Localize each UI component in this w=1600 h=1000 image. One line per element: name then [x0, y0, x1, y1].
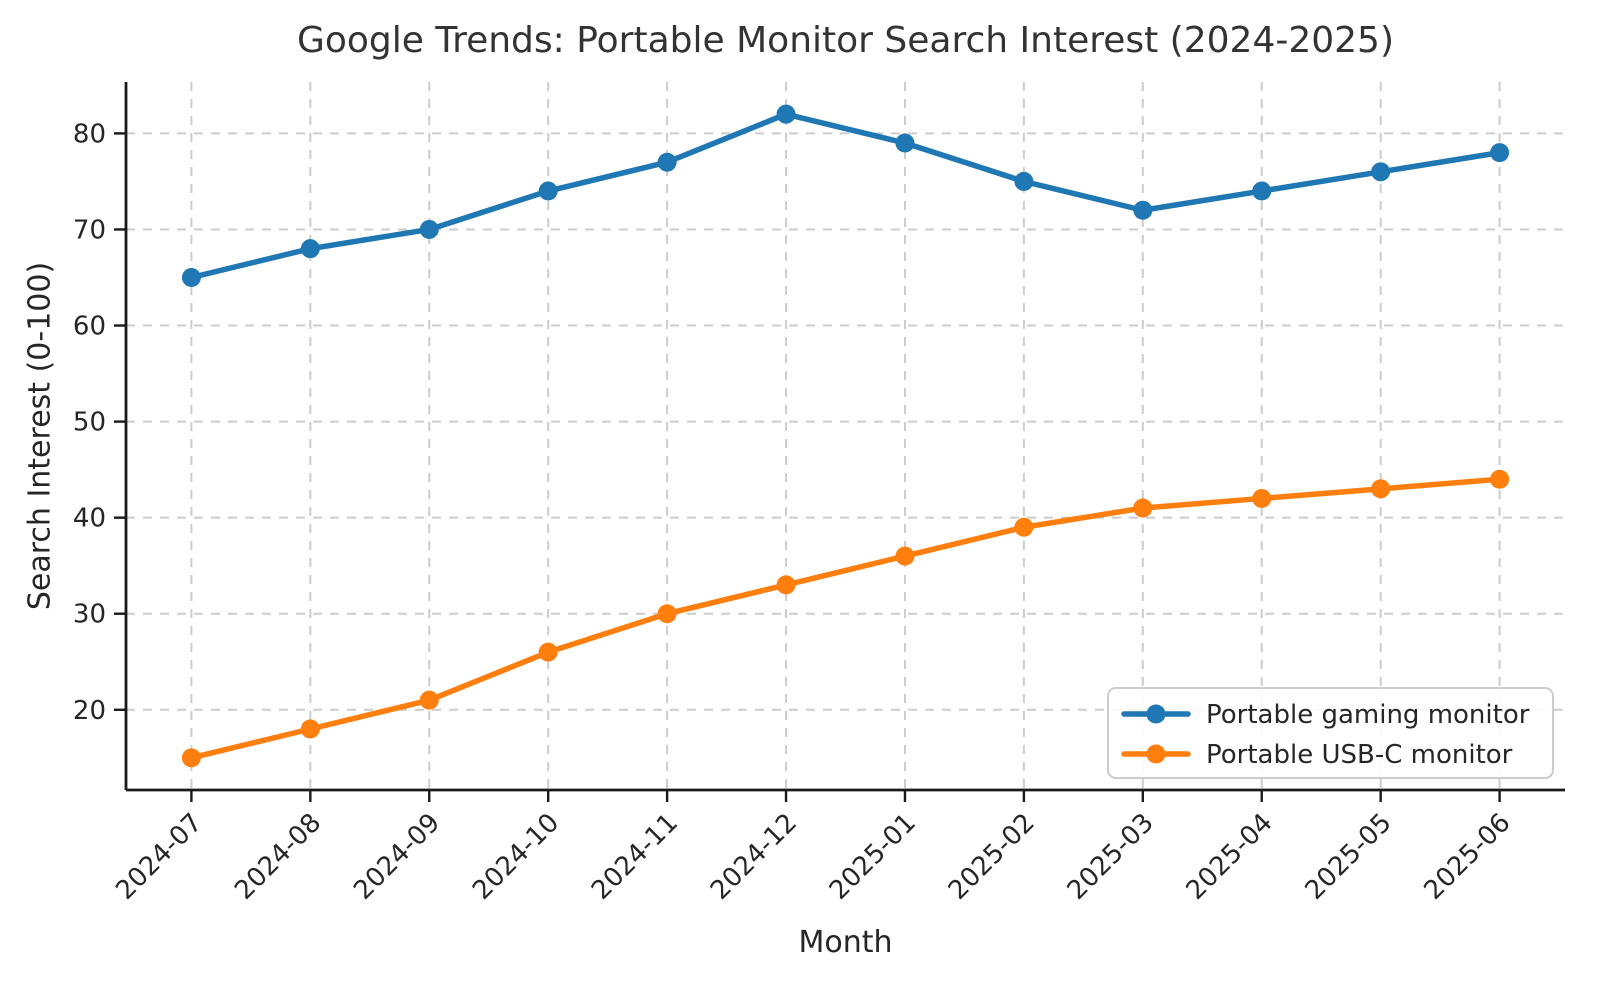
data-point-portable-usb-c-monitor-2024-09	[419, 690, 439, 710]
data-point-portable-usb-c-monitor-2025-04	[1252, 488, 1272, 508]
data-point-portable-usb-c-monitor-2025-03	[1133, 498, 1153, 518]
data-point-portable-gaming-monitor-2025-02	[1014, 171, 1034, 191]
legend	[1107, 687, 1554, 779]
y-tick-label-20: 20	[73, 696, 106, 726]
x-tick-label-2024-07: 2024-07	[110, 808, 208, 906]
x-tick-label-2025-04: 2025-04	[1181, 808, 1279, 906]
data-point-portable-usb-c-monitor-2025-06	[1490, 469, 1510, 489]
data-point-portable-gaming-monitor-2025-04	[1252, 181, 1272, 201]
x-tick-label-2025-01: 2025-01	[824, 808, 922, 906]
y-axis-label: Search Interest (0-100)	[22, 261, 58, 611]
data-point-portable-gaming-monitor-2025-03	[1133, 200, 1153, 220]
data-point-portable-gaming-monitor-2024-12	[776, 104, 796, 124]
data-point-portable-gaming-monitor-2025-05	[1371, 162, 1391, 182]
data-point-portable-gaming-monitor-2024-10	[538, 181, 558, 201]
x-tick-label-2024-10: 2024-10	[467, 808, 565, 906]
data-point-portable-usb-c-monitor-2025-02	[1014, 517, 1034, 537]
x-tick-label-2024-08: 2024-08	[229, 808, 327, 906]
y-tick-label-30: 30	[73, 600, 106, 630]
x-tick-label-2024-11: 2024-11	[586, 808, 684, 906]
data-point-portable-usb-c-monitor-2024-10	[538, 642, 558, 662]
x-tick-label-2025-03: 2025-03	[1062, 808, 1160, 906]
data-point-portable-gaming-monitor-2024-08	[300, 239, 320, 259]
data-point-portable-usb-c-monitor-2025-05	[1371, 479, 1391, 499]
legend-label-portable-gaming-monitor: Portable gaming monitor	[1206, 700, 1530, 730]
data-point-portable-usb-c-monitor-2024-08	[300, 719, 320, 739]
legend-label-portable-usb-c-monitor: Portable USB-C monitor	[1206, 740, 1513, 770]
y-tick-label-70: 70	[73, 215, 106, 245]
chart-title: Google Trends: Portable Monitor Search I…	[296, 20, 1394, 61]
data-point-portable-gaming-monitor-2024-11	[657, 152, 677, 172]
data-point-portable-gaming-monitor-2024-07	[181, 267, 201, 287]
data-point-portable-usb-c-monitor-2024-07	[181, 748, 201, 768]
x-tick-label-2025-05: 2025-05	[1300, 808, 1398, 906]
x-axis-label: Month	[798, 925, 893, 960]
data-point-portable-gaming-monitor-2024-09	[419, 219, 439, 239]
y-tick-label-80: 80	[73, 119, 106, 149]
y-tick-label-50: 50	[73, 408, 106, 438]
x-tick-label-2025-06: 2025-06	[1419, 808, 1517, 906]
legend-marker-portable-gaming-monitor	[1146, 704, 1166, 724]
data-point-portable-gaming-monitor-2025-01	[895, 133, 915, 153]
series-line-portable-gaming-monitor	[188, 111, 1503, 281]
x-tick-label-2024-09: 2024-09	[348, 808, 446, 906]
data-point-portable-usb-c-monitor-2024-11	[657, 604, 677, 624]
data-point-portable-usb-c-monitor-2025-01	[895, 546, 915, 566]
x-tick-label-2025-02: 2025-02	[943, 808, 1041, 906]
y-tick-label-40: 40	[73, 504, 106, 534]
x-tick-label-2024-12: 2024-12	[705, 808, 803, 906]
y-tick-label-60: 60	[73, 312, 106, 342]
legend-marker-portable-usb-c-monitor	[1146, 744, 1166, 764]
series-line-portable-usb-c-monitor	[188, 476, 1503, 761]
data-point-portable-gaming-monitor-2025-06	[1490, 143, 1510, 163]
data-point-portable-usb-c-monitor-2024-12	[776, 575, 796, 595]
